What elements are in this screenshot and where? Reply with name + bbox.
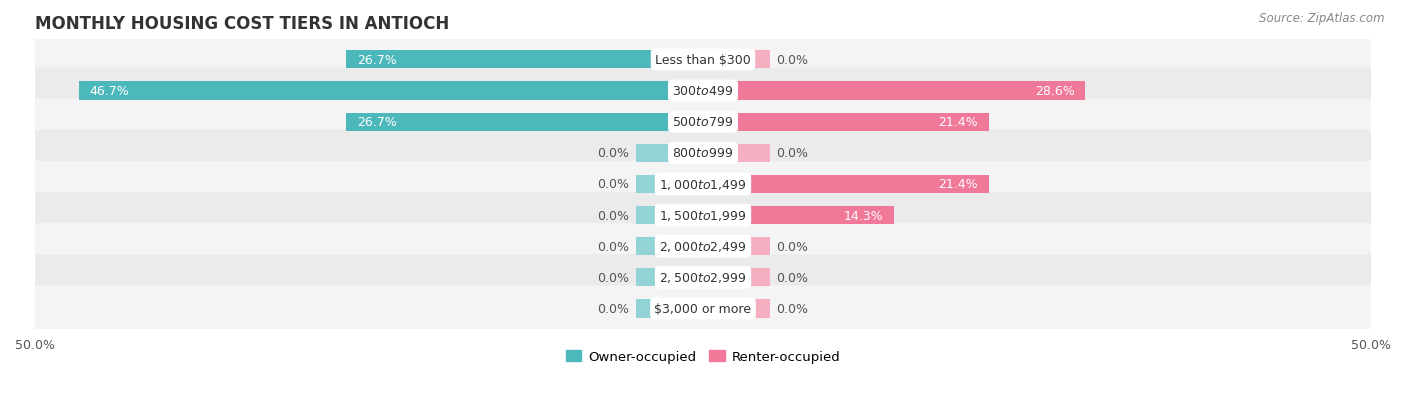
Text: $1,500 to $1,999: $1,500 to $1,999 xyxy=(659,209,747,223)
Bar xyxy=(703,51,770,69)
Text: 21.4%: 21.4% xyxy=(939,178,979,191)
Text: $1,000 to $1,499: $1,000 to $1,499 xyxy=(659,178,747,192)
Text: MONTHLY HOUSING COST TIERS IN ANTIOCH: MONTHLY HOUSING COST TIERS IN ANTIOCH xyxy=(35,15,450,33)
Bar xyxy=(703,269,770,287)
Text: 0.0%: 0.0% xyxy=(776,147,808,160)
Text: 0.0%: 0.0% xyxy=(598,271,630,284)
Text: 0.0%: 0.0% xyxy=(598,302,630,315)
Bar xyxy=(703,237,770,256)
Text: 0.0%: 0.0% xyxy=(598,147,630,160)
Text: 26.7%: 26.7% xyxy=(357,116,396,129)
Bar xyxy=(636,145,703,162)
FancyBboxPatch shape xyxy=(24,255,1382,301)
Text: Less than $300: Less than $300 xyxy=(655,54,751,66)
Bar xyxy=(703,176,988,194)
Bar xyxy=(636,176,703,194)
Text: 14.3%: 14.3% xyxy=(844,209,883,222)
FancyBboxPatch shape xyxy=(24,286,1382,332)
FancyBboxPatch shape xyxy=(24,161,1382,207)
Bar xyxy=(346,113,703,131)
FancyBboxPatch shape xyxy=(24,192,1382,239)
Bar xyxy=(703,145,770,162)
Text: $500 to $799: $500 to $799 xyxy=(672,116,734,129)
Bar xyxy=(703,113,988,131)
Text: 21.4%: 21.4% xyxy=(939,116,979,129)
Legend: Owner-occupied, Renter-occupied: Owner-occupied, Renter-occupied xyxy=(560,345,846,369)
Text: 0.0%: 0.0% xyxy=(776,302,808,315)
Text: 0.0%: 0.0% xyxy=(776,271,808,284)
FancyBboxPatch shape xyxy=(24,37,1382,83)
Text: 0.0%: 0.0% xyxy=(776,54,808,66)
FancyBboxPatch shape xyxy=(24,131,1382,176)
Text: 0.0%: 0.0% xyxy=(598,178,630,191)
Text: $3,000 or more: $3,000 or more xyxy=(655,302,751,315)
Text: $2,500 to $2,999: $2,500 to $2,999 xyxy=(659,271,747,285)
Bar xyxy=(703,82,1085,100)
Bar xyxy=(636,206,703,225)
Bar xyxy=(79,82,703,100)
Text: 0.0%: 0.0% xyxy=(598,240,630,253)
FancyBboxPatch shape xyxy=(24,100,1382,145)
Bar xyxy=(346,51,703,69)
Bar xyxy=(636,269,703,287)
Text: 0.0%: 0.0% xyxy=(598,209,630,222)
Bar xyxy=(636,300,703,318)
Text: $300 to $499: $300 to $499 xyxy=(672,85,734,98)
Text: $800 to $999: $800 to $999 xyxy=(672,147,734,160)
Text: 28.6%: 28.6% xyxy=(1035,85,1074,98)
Text: 46.7%: 46.7% xyxy=(90,85,129,98)
Text: 26.7%: 26.7% xyxy=(357,54,396,66)
Bar xyxy=(703,300,770,318)
Bar xyxy=(636,237,703,256)
FancyBboxPatch shape xyxy=(24,223,1382,270)
Bar xyxy=(703,206,894,225)
Text: $2,000 to $2,499: $2,000 to $2,499 xyxy=(659,240,747,254)
Text: Source: ZipAtlas.com: Source: ZipAtlas.com xyxy=(1260,12,1385,25)
Text: 0.0%: 0.0% xyxy=(776,240,808,253)
FancyBboxPatch shape xyxy=(24,68,1382,114)
